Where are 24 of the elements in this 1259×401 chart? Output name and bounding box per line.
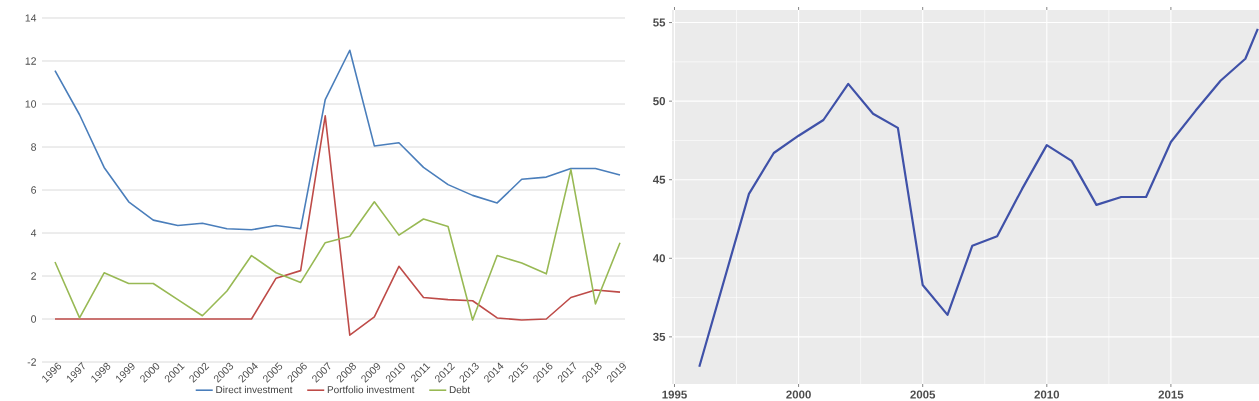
line-series	[54, 168, 621, 321]
x-tick-label: 2015	[1158, 390, 1184, 399]
y-tick-label: 35	[653, 332, 666, 341]
x-tick-label: 2000	[786, 390, 811, 399]
y-tick-label: 10	[25, 100, 37, 108]
legend-label: Portfolio investment	[327, 385, 415, 394]
y-tick-label: 4	[30, 229, 37, 237]
y-tick-label: 45	[652, 175, 666, 184]
y-tick-label: 14	[25, 14, 37, 22]
x-tick-label: 2005	[910, 390, 936, 399]
legend-label: Debt	[449, 385, 471, 394]
y-tick-label: -2	[27, 358, 36, 366]
legend-label: Direct investment	[216, 385, 293, 394]
y-tick-label: 6	[31, 186, 37, 194]
y-tick-label: 50	[653, 97, 666, 106]
y-tick-label: 12	[25, 57, 36, 65]
x-tick-label: 1995	[662, 390, 687, 399]
y-tick-label: 40	[652, 254, 666, 263]
y-tick-label: 2	[31, 272, 36, 280]
x-tick-label: 2010	[1034, 390, 1060, 399]
y-tick-label: 55	[653, 18, 666, 27]
line-series	[54, 49, 621, 231]
y-tick-label: 0	[31, 315, 37, 323]
y-tick-label: 8	[31, 143, 37, 151]
